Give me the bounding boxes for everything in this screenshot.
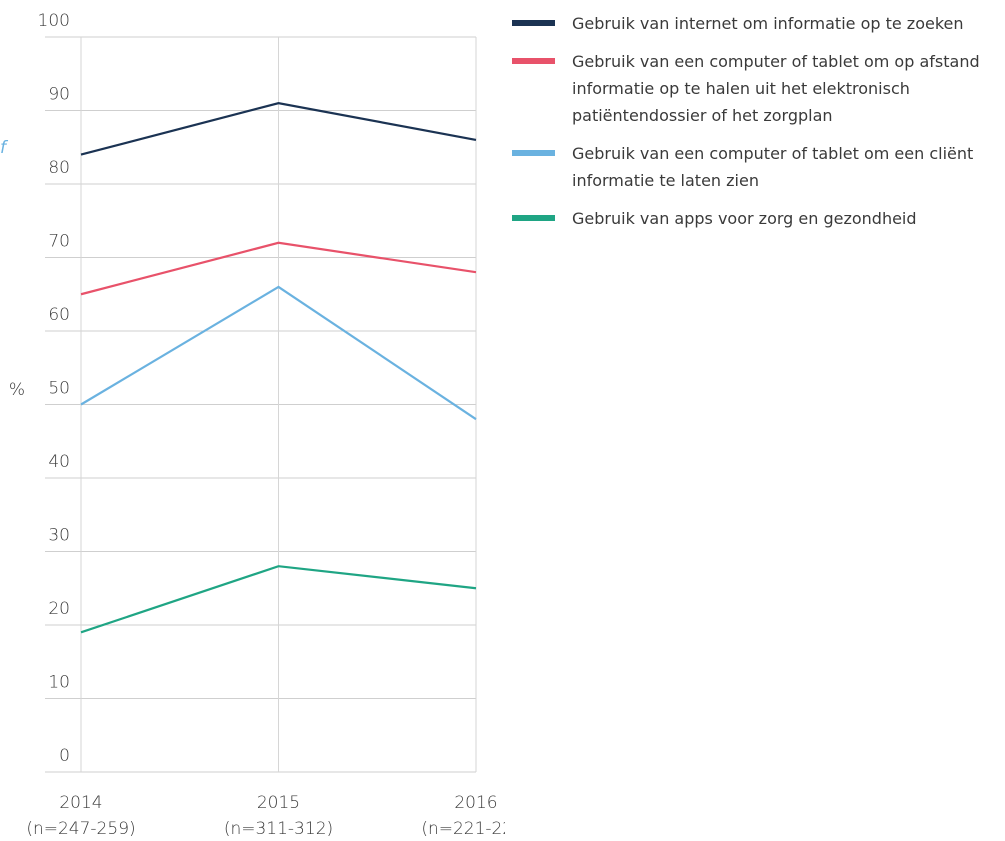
legend-entry: Gebruik van apps voor zorg en gezondheid bbox=[512, 205, 1002, 232]
legend-label: Gebruik van een computer of tablet om op… bbox=[572, 52, 980, 125]
x-tick-sublabel: (n=311-312) bbox=[224, 819, 333, 839]
y-tick-label: 0 bbox=[59, 746, 70, 766]
y-tick-label: 60 bbox=[48, 305, 70, 325]
y-tick-label: 30 bbox=[48, 526, 70, 546]
legend-entry: Gebruik van internet om informatie op te… bbox=[512, 10, 1002, 37]
legend-label: Gebruik van internet om informatie op te… bbox=[572, 14, 964, 33]
x-tick-sublabel: (n=247-259) bbox=[26, 819, 135, 839]
y-tick-label: 10 bbox=[48, 673, 70, 693]
series-line bbox=[80, 565, 477, 634]
legend: Gebruik van internet om informatie op te… bbox=[512, 10, 1002, 243]
y-tick-label: 40 bbox=[48, 452, 70, 472]
y-tick-label: 70 bbox=[48, 232, 70, 252]
y-tick-label: 80 bbox=[48, 158, 70, 178]
series-line bbox=[80, 241, 477, 296]
annotation: f bbox=[0, 138, 9, 158]
legend-swatch bbox=[512, 215, 555, 221]
x-tick-label: 2014 bbox=[59, 793, 102, 813]
y-tick-label: 100 bbox=[38, 11, 70, 31]
legend-swatch bbox=[512, 150, 555, 156]
legend-label: Gebruik van een computer of tablet om ee… bbox=[572, 144, 974, 190]
series-line bbox=[80, 285, 477, 421]
series-line bbox=[80, 102, 477, 156]
legend-label: Gebruik van apps voor zorg en gezondheid bbox=[572, 209, 917, 228]
y-axis-label: % bbox=[9, 380, 25, 400]
legend-swatch bbox=[512, 20, 555, 26]
legend-entry: Gebruik van een computer of tablet om ee… bbox=[512, 140, 1002, 194]
y-tick-label: 50 bbox=[48, 379, 70, 399]
x-tick-label: 2016 bbox=[454, 793, 497, 813]
y-tick-label: 20 bbox=[48, 599, 70, 619]
legend-swatch bbox=[512, 58, 555, 64]
chart: % f 0 10 20 30 40 50 60 70 80 90 100 2014 (n=247-259… bbox=[0, 11, 505, 839]
y-tick-label: 90 bbox=[48, 85, 70, 105]
x-tick-label: 2015 bbox=[257, 793, 300, 813]
x-tick-sublabel: (n=221-222) bbox=[421, 819, 505, 839]
legend-entry: Gebruik van een computer of tablet om op… bbox=[512, 48, 1002, 129]
